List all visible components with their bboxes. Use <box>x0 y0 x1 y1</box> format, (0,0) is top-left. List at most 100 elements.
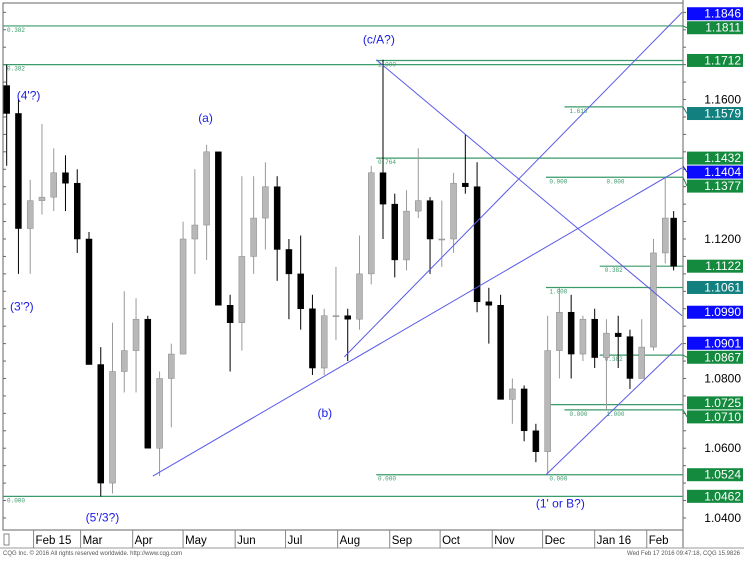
price-badge-bg <box>687 396 743 410</box>
price-level-badge: 1.1404 <box>682 165 743 179</box>
candle <box>485 287 493 344</box>
candle-body <box>62 172 69 184</box>
fib-ratio-label: 0.382 <box>7 27 25 34</box>
candle <box>556 287 563 379</box>
trendline[interactable] <box>375 59 683 317</box>
price-level-badge: 1.0462 <box>687 489 743 503</box>
candle-body <box>3 85 10 114</box>
price-level-badge: 1.0901 <box>687 336 743 350</box>
candle <box>238 176 246 351</box>
price-badge-text: 1.1432 <box>704 151 741 165</box>
y-tick-label: 1.0600 <box>704 441 741 455</box>
price-badge-text: 1.1377 <box>704 179 741 193</box>
price-badge-bg <box>687 53 743 67</box>
candle-body <box>544 350 551 452</box>
price-badge-bg <box>687 165 743 179</box>
fib-ratio-label: 0.382 <box>7 66 25 73</box>
candle <box>579 315 587 362</box>
wave-label: (a) <box>198 111 213 125</box>
candle-body <box>603 332 610 358</box>
candle-body <box>215 151 222 306</box>
candle <box>144 315 152 449</box>
candle <box>426 197 434 274</box>
candle-body <box>238 256 246 323</box>
y-tick-label: 1.0400 <box>704 511 741 525</box>
price-badge-text: 1.1579 <box>704 107 741 121</box>
candle-body <box>250 217 257 257</box>
price-badge-text: 1.0867 <box>704 350 741 364</box>
x-tick-label: Aug <box>340 535 360 547</box>
price-level-badge: 1.0867 <box>682 350 743 364</box>
candle <box>320 308 328 375</box>
candle <box>85 232 93 365</box>
candle <box>591 308 598 369</box>
candle <box>309 294 316 375</box>
trendline[interactable] <box>545 342 683 476</box>
candle-body <box>509 388 516 400</box>
price-badge-bg <box>687 21 743 35</box>
trendline[interactable] <box>344 11 683 358</box>
timestamp-text: Wed Feb 17 2016 09:47:18, CQG 15.9826 <box>627 551 740 557</box>
price-badge-bg <box>687 350 743 364</box>
candle-body <box>626 336 634 379</box>
candle-body <box>403 210 410 261</box>
candle-body <box>415 200 422 212</box>
candle <box>168 343 175 428</box>
candle-body <box>309 308 316 369</box>
candle-body <box>50 172 57 198</box>
candle-body <box>379 172 387 205</box>
price-axis[interactable] <box>683 0 744 548</box>
wave-label: (c/A?) <box>363 33 395 47</box>
price-badge-text: 1.1404 <box>704 165 741 179</box>
candle-body <box>320 315 328 369</box>
price-badge-text: 1.0990 <box>704 305 741 319</box>
badge-leader-line <box>682 409 688 418</box>
badge-leader-line <box>682 25 688 29</box>
candle <box>450 172 457 253</box>
candle <box>356 235 363 330</box>
candle-body <box>426 200 434 240</box>
candle-body <box>532 430 540 452</box>
x-tick-label: Mar <box>83 535 103 547</box>
candle-body <box>650 252 657 348</box>
candle-body <box>73 182 81 240</box>
candle-body <box>15 113 22 229</box>
candle-body <box>438 238 446 241</box>
price-level-badge: 1.1846 <box>687 7 743 21</box>
fib-ratio-label: 0.000 <box>378 476 396 483</box>
x-tick-label: May <box>185 535 207 547</box>
wave-label: (4'?) <box>17 89 41 103</box>
candle <box>26 179 34 274</box>
candle <box>179 221 187 355</box>
candle <box>603 319 610 410</box>
price-level-badge: 1.1377 <box>682 177 743 193</box>
trendline[interactable] <box>152 167 683 477</box>
fib-ratio-label: 0.000 <box>569 411 587 418</box>
candle-body <box>109 371 116 484</box>
x-tick-label: Feb <box>649 535 669 547</box>
price-level-badge: 1.1579 <box>682 107 743 121</box>
y-tick-label: 1.1200 <box>704 232 741 246</box>
candle <box>614 315 622 369</box>
candle <box>332 266 340 341</box>
fib-ratio-label: 0.382 <box>605 356 623 363</box>
plot-area[interactable] <box>2 2 684 531</box>
candle-body <box>132 318 140 351</box>
price-badge-text: 1.1712 <box>704 53 741 67</box>
scroll-handle[interactable] <box>3 533 10 546</box>
price-badge-bg <box>687 280 743 294</box>
copyright-text: CQG Inc. © 2016 All rights reserved worl… <box>3 551 183 557</box>
candle <box>15 99 22 274</box>
candle <box>509 378 516 424</box>
candle <box>497 294 504 400</box>
x-tick-label: Oct <box>442 535 461 547</box>
candle <box>73 169 81 253</box>
y-tick-label: 1.0800 <box>704 371 741 385</box>
candle <box>132 298 140 393</box>
candle <box>297 235 304 330</box>
candle-body <box>191 224 199 240</box>
x-tick-label: Jan 16 <box>597 535 632 547</box>
candle-body <box>297 273 304 309</box>
candle-body <box>273 186 281 250</box>
candle-body <box>285 249 293 275</box>
